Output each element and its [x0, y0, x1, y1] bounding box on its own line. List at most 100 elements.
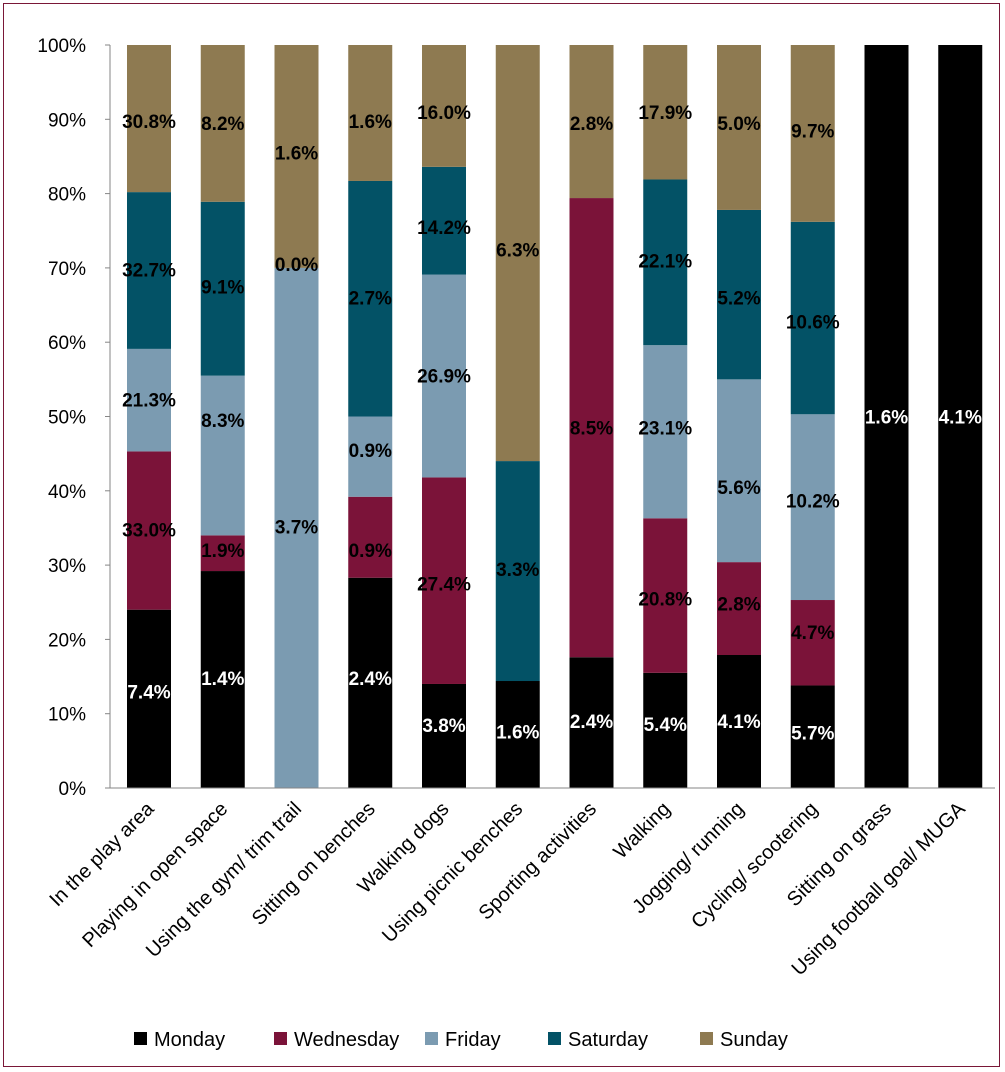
data-label: 1.6%: [865, 408, 908, 429]
data-label: 9.1%: [201, 277, 244, 298]
bar-segment-saturday: [422, 166, 466, 275]
bar-segment-monday: [348, 577, 393, 788]
bar-segment-saturday: [495, 461, 540, 682]
data-label: 0.0%: [275, 255, 318, 276]
data-label: 17.9%: [638, 103, 692, 124]
data-label: 14.2%: [417, 218, 471, 239]
bar-segment-friday: [643, 345, 688, 519]
y-tick-label: 50%: [48, 408, 86, 429]
data-label: 9.7%: [791, 121, 834, 142]
data-label: 21.3%: [122, 390, 176, 411]
bar-segment-monday: [200, 571, 245, 788]
bar-segment-sunday: [127, 45, 171, 193]
data-label: 0.9%: [349, 441, 392, 462]
data-label: 1.4%: [201, 669, 244, 690]
data-label: 32.7%: [122, 260, 176, 281]
data-label: 26.9%: [417, 367, 471, 388]
x-tick-label: Using picnic benches: [378, 798, 527, 947]
data-label: 10.2%: [786, 491, 840, 512]
data-label: 2.4%: [570, 712, 613, 733]
y-tick-label: 70%: [48, 259, 86, 280]
data-label: 2.8%: [717, 595, 760, 616]
data-label: 5.0%: [717, 114, 760, 135]
bar-segment-sunday: [790, 45, 835, 222]
data-label: 30.8%: [122, 112, 176, 133]
data-label: 5.2%: [717, 289, 760, 310]
data-label: 23.1%: [638, 419, 692, 440]
bar-segment-saturday: [348, 180, 393, 417]
data-label: 1.9%: [201, 541, 244, 562]
bar-segment-monday: [938, 45, 983, 788]
bar-segment-wednesday: [348, 496, 393, 578]
data-label: 2.8%: [570, 114, 613, 135]
bar-segment-sunday: [200, 45, 245, 202]
legend-swatch-monday: [134, 1032, 147, 1045]
legend-swatch-friday: [425, 1032, 438, 1045]
y-tick-label: 80%: [48, 185, 86, 206]
bar-segment-friday: [127, 348, 171, 452]
data-label: 0.9%: [349, 541, 392, 562]
y-tick-label: 60%: [48, 333, 86, 354]
data-label: 27.4%: [417, 575, 471, 596]
y-tick-label: 30%: [48, 556, 86, 577]
legend-label-wednesday: Wednesday: [294, 1029, 399, 1051]
bar-segment-monday: [569, 657, 614, 788]
data-label: 5.6%: [717, 478, 760, 499]
data-label: 4.7%: [791, 623, 834, 644]
data-label: 2.7%: [349, 289, 392, 310]
data-label: 16.0%: [417, 103, 471, 124]
y-tick-label: 20%: [48, 630, 86, 651]
legend-label-sunday: Sunday: [720, 1029, 788, 1051]
bar-segment-saturday: [643, 179, 688, 346]
bar-segment-friday: [717, 379, 761, 563]
data-label: 33.0%: [122, 520, 176, 541]
x-tick-label: Sitting on benches: [248, 798, 380, 930]
bar-segment-wednesday: [422, 477, 466, 684]
legend-label-saturday: Saturday: [568, 1029, 648, 1051]
data-label: 8.3%: [201, 411, 244, 432]
bar-segment-monday: [864, 45, 909, 788]
bar-segment-sunday: [643, 45, 688, 180]
legend-swatch-wednesday: [274, 1032, 287, 1045]
bar-segment-sunday: [717, 45, 761, 210]
data-label: 3.8%: [422, 716, 465, 737]
data-label: 3.7%: [275, 517, 318, 538]
bar-segment-sunday: [348, 45, 393, 181]
bar-segment-sunday: [495, 45, 540, 462]
bar-segment-wednesday: [200, 535, 245, 572]
bar-segment-saturday: [790, 221, 835, 415]
data-label: 4.1%: [939, 408, 982, 429]
bar-segment-sunday: [569, 45, 614, 199]
bar-segment-monday: [495, 681, 540, 788]
y-tick-label: 40%: [48, 482, 86, 503]
bar-segment-saturday: [127, 192, 171, 349]
bar-segment-wednesday: [790, 600, 835, 686]
bar-segment-friday: [348, 416, 393, 497]
bar-segment-friday: [274, 267, 319, 788]
data-label: 1.6%: [496, 723, 539, 744]
bar-segment-sunday: [422, 45, 466, 167]
bar-segment-friday: [422, 274, 466, 478]
data-label: 2.4%: [349, 669, 392, 690]
bar-segment-friday: [200, 375, 245, 536]
x-tick-label: Cycling/ scootering: [687, 798, 822, 933]
data-label: 7.4%: [127, 682, 170, 703]
y-tick-label: 90%: [48, 110, 86, 131]
y-tick-label: 100%: [37, 36, 86, 57]
data-label: 1.6%: [349, 112, 392, 133]
bar-segment-monday: [643, 672, 688, 788]
bar-segment-wednesday: [569, 198, 614, 658]
data-label: 3.3%: [496, 560, 539, 581]
data-label: 10.6%: [786, 312, 840, 333]
data-label: 20.8%: [638, 590, 692, 611]
data-label: 22.1%: [638, 251, 692, 272]
data-label: 5.7%: [791, 723, 834, 744]
bar-segment-wednesday: [717, 562, 761, 656]
legend-label-friday: Friday: [445, 1029, 501, 1051]
data-label: 8.2%: [201, 114, 244, 135]
bar-segment-monday: [127, 609, 171, 788]
bar-segment-wednesday: [127, 451, 171, 610]
data-label: 6.3%: [496, 240, 539, 261]
bar-segment-sunday: [274, 45, 319, 268]
